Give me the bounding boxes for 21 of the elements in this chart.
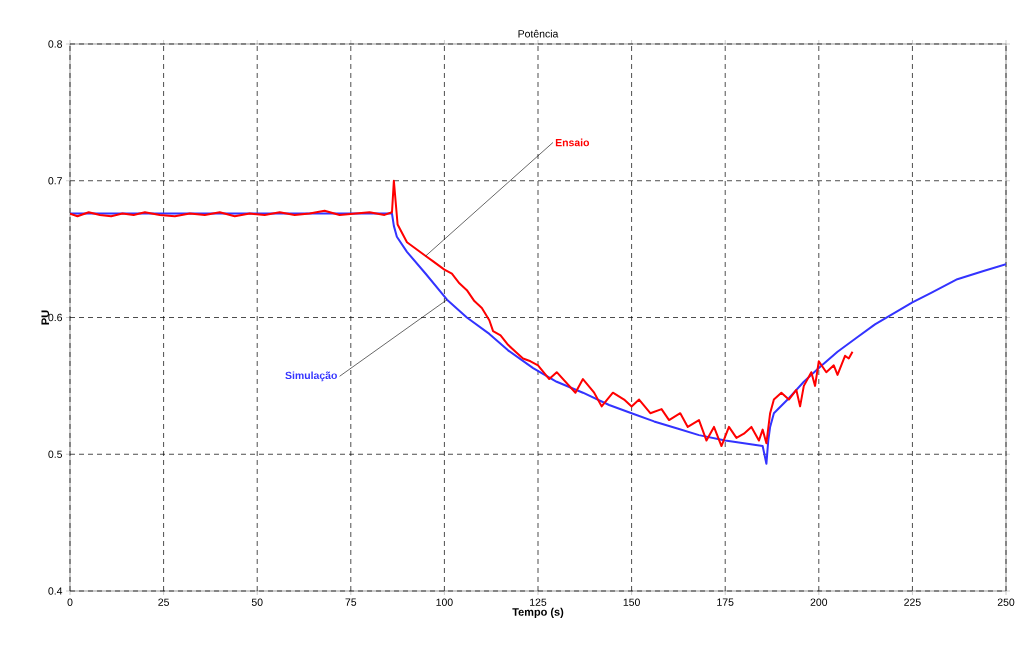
- y-tick-label: 0.6: [48, 313, 63, 322]
- x-tick-label: 200: [810, 598, 828, 606]
- x-tick-label: 100: [436, 598, 453, 606]
- y-tick-label: 0.7: [48, 177, 62, 185]
- x-tick-label: 150: [623, 598, 640, 606]
- x-tick-label: 50: [251, 598, 263, 606]
- y-axis-title: PU: [41, 310, 50, 325]
- x-tick-label: 225: [904, 598, 921, 606]
- text: Simulação: [285, 371, 337, 382]
- x-axis-title: Tempo (s): [512, 607, 564, 618]
- y-tick-label: 0.5: [48, 450, 63, 458]
- chart-title: Potência: [518, 29, 559, 38]
- y-tick-label: 0.8: [48, 40, 63, 48]
- x-tick-label: 125: [530, 598, 547, 606]
- y-tick-label: 0.4: [48, 587, 63, 595]
- text: Ensaio: [555, 138, 590, 147]
- x-tick-label: 75: [345, 598, 357, 606]
- x-tick-label: 175: [717, 598, 734, 606]
- x-tick-label: 25: [158, 598, 169, 606]
- x-tick-label: 0: [67, 598, 73, 606]
- x-tick-label: 250: [997, 598, 1015, 606]
